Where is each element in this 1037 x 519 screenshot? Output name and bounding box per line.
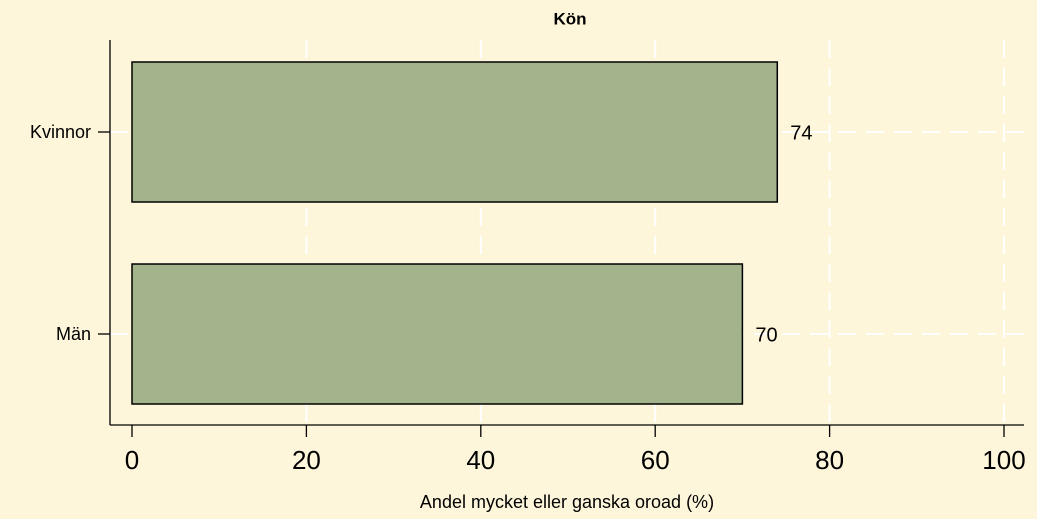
- x-tick-label: 20: [292, 445, 321, 475]
- x-tick-label: 40: [466, 445, 495, 475]
- x-tick-label: 80: [815, 445, 844, 475]
- y-tick-label: Kvinnor: [30, 122, 91, 142]
- data-label: 70: [755, 324, 777, 346]
- x-axis-label: Andel mycket eller ganska oroad (%): [420, 492, 714, 512]
- x-tick-label: 100: [982, 445, 1025, 475]
- bar: [131, 61, 779, 203]
- x-tick-label: 0: [125, 445, 139, 475]
- chart-title: Kön: [553, 9, 586, 28]
- y-tick-label: Män: [56, 324, 91, 344]
- data-label: 74: [790, 122, 812, 144]
- x-tick-label: 60: [641, 445, 670, 475]
- bar: [131, 263, 744, 405]
